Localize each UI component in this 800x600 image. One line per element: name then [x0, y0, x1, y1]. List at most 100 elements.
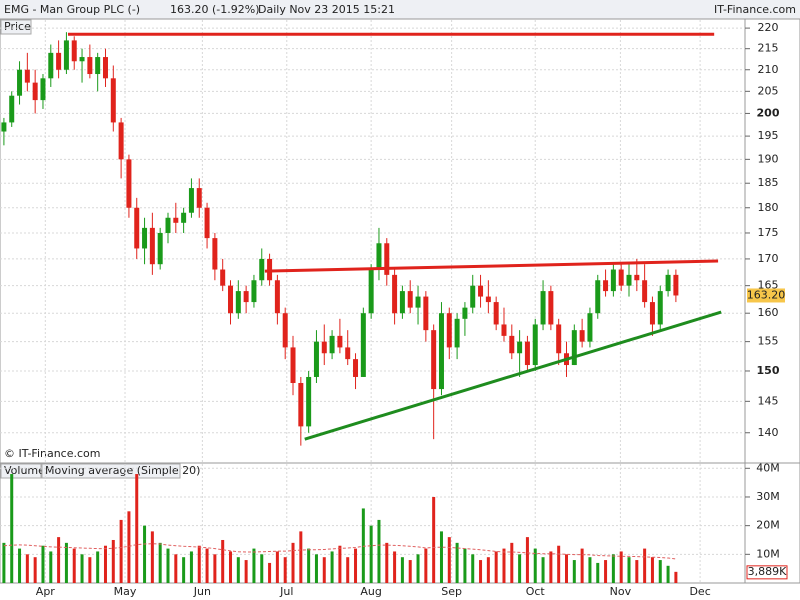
volume-bar: [611, 554, 615, 583]
volume-bar: [18, 548, 22, 583]
volume-bar: [182, 557, 186, 583]
volume-bar: [619, 551, 623, 583]
candle-body: [196, 188, 202, 208]
volume-bar: [377, 519, 381, 583]
candle-body: [353, 359, 359, 377]
candle-body: [118, 122, 124, 160]
volume-bar: [650, 557, 654, 583]
x-tick-label: Dec: [689, 585, 710, 598]
volume-bar: [346, 557, 350, 583]
volume-bar: [518, 554, 522, 583]
header-bar: [0, 0, 800, 19]
moving-average: [3, 543, 676, 560]
volume-bar: [291, 542, 295, 583]
candle-body: [173, 217, 179, 223]
volume-bar: [416, 554, 420, 583]
candle-body: [634, 274, 640, 281]
candle-body: [142, 227, 148, 249]
volume-bar: [221, 539, 225, 583]
y-tick-label: 160: [758, 306, 779, 319]
volume-bar: [96, 551, 100, 583]
volume-bar: [596, 562, 600, 583]
volume-bar: [369, 525, 373, 583]
volume-bar: [88, 557, 92, 583]
candle-body: [524, 341, 530, 366]
candle-body: [407, 291, 413, 308]
candle-body: [548, 291, 554, 325]
last-price-label: 163.20: [747, 288, 786, 301]
volume-bar: [25, 554, 29, 583]
volume-bar: [143, 525, 147, 583]
volume-bar: [572, 560, 576, 583]
candle-body: [454, 318, 460, 348]
candle-body: [603, 280, 609, 292]
volume-bar: [119, 519, 123, 583]
y-tick-label: 220: [758, 21, 779, 34]
volume-bar: [299, 531, 303, 583]
candle-body: [321, 341, 327, 354]
y-tick-label: 140: [758, 426, 779, 439]
y-tick-label: 165: [758, 279, 779, 292]
candle-body: [306, 376, 312, 427]
last-volume-tag: [746, 565, 788, 580]
candle-body: [642, 280, 648, 303]
candle-body: [532, 324, 538, 366]
candle-body: [71, 40, 77, 62]
candle-body: [384, 243, 390, 275]
volume-bar: [666, 565, 670, 583]
candle-body: [9, 95, 15, 123]
volume-bar: [385, 542, 389, 583]
volume-bar: [627, 557, 631, 583]
volume-bar: [393, 551, 397, 583]
candle-body: [1, 122, 7, 132]
candle-body: [212, 238, 218, 270]
volume-bar: [57, 537, 61, 583]
candle-body: [63, 40, 69, 70]
candle-body: [165, 217, 171, 233]
trendline: [264, 259, 719, 273]
y-tick-label: 170: [758, 252, 779, 265]
volume-bar: [111, 539, 115, 583]
candle-body: [134, 207, 140, 249]
volume-pane: [0, 462, 800, 584]
volume-bar: [674, 571, 678, 583]
volume-bar: [354, 548, 358, 583]
candle-body: [579, 330, 585, 342]
candle-body: [649, 302, 655, 325]
volume-bar: [330, 551, 334, 583]
y-tick-label: 40M: [756, 461, 780, 474]
candle-body: [204, 207, 210, 239]
y-tick-label: 180: [758, 201, 779, 214]
x-tick-label: Oct: [526, 585, 546, 598]
candle-body: [274, 280, 280, 314]
volume-bar: [205, 548, 209, 583]
volume-bar: [268, 562, 272, 583]
candle-body: [626, 274, 632, 286]
candle-body: [423, 296, 429, 331]
volume-bar: [236, 557, 240, 583]
candle-body: [501, 324, 507, 336]
volume-bar: [447, 537, 451, 583]
candle-body: [24, 69, 30, 83]
x-tick-label: Jun: [193, 585, 211, 598]
y-tick-label: 30M: [756, 490, 780, 503]
y-tick-label: 155: [758, 335, 779, 348]
candle-body: [368, 269, 374, 314]
candle-body: [587, 313, 593, 342]
candle-body: [595, 280, 601, 314]
y-tick-label: 20M: [756, 519, 780, 532]
volume-bar: [197, 545, 201, 583]
candle-body: [87, 57, 93, 75]
candle-body: [392, 274, 398, 314]
volume-bar: [127, 511, 131, 583]
y-tick-label: 185: [758, 176, 779, 189]
y-tick-label: 195: [758, 129, 779, 142]
pane-title: Volume: [4, 464, 45, 477]
volume-bar: [510, 542, 514, 583]
x-tick-label: Sep: [441, 585, 462, 598]
candle-body: [657, 291, 663, 325]
volume-bar: [229, 551, 233, 583]
volume-bar: [213, 554, 217, 583]
volume-bar: [322, 557, 326, 583]
volume-bar: [580, 548, 584, 583]
